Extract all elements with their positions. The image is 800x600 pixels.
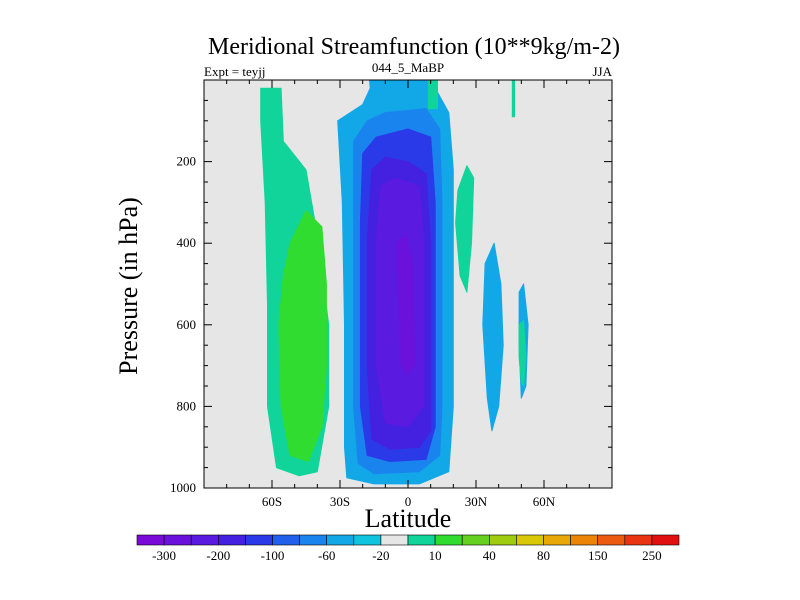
colorbar-label: 150 [588, 548, 608, 563]
contour-regions [260, 79, 529, 485]
chart-title: Meridional Streamfunction (10**9kg/m-2) [208, 34, 620, 60]
y-tick-label: 1000 [170, 480, 196, 495]
axis-ticks [204, 80, 612, 489]
colorbar-swatch [461, 534, 490, 546]
x-tick-label: 60N [533, 494, 556, 509]
colorbar-labels: -300 -200 -100 -60 -20 10 40 80 150 250 [152, 548, 661, 563]
colorbar-swatch [245, 534, 273, 546]
colorbar-label: 40 [483, 548, 496, 563]
colorbar-label: 250 [642, 548, 662, 563]
y-tick-label: 800 [177, 398, 197, 413]
x-tick-label: 30N [465, 494, 488, 509]
colorbar-swatch [570, 534, 598, 546]
colorbar-swatch [488, 534, 517, 546]
colorbar-swatch [597, 534, 626, 546]
colorbar-swatch [136, 534, 165, 546]
colorbar-swatch [434, 534, 463, 546]
colorbar-swatch [326, 534, 355, 546]
y-tick-label: 400 [177, 235, 197, 250]
colorbar [136, 534, 680, 546]
contour-nh-mid-lobe [482, 242, 504, 432]
colorbar-swatch [299, 534, 328, 546]
colorbar-swatch [651, 534, 680, 546]
experiment-label: Expt = teyjj [204, 64, 266, 79]
colorbar-swatch [624, 534, 653, 546]
colorbar-label: 80 [537, 548, 550, 563]
colorbar-swatch [218, 534, 246, 546]
colorbar-swatch [272, 534, 300, 546]
y-tick-label: 200 [177, 154, 197, 169]
contour-nh-right-green [518, 320, 527, 387]
colorbar-label: 10 [429, 548, 442, 563]
colorbar-label: -100 [261, 548, 285, 563]
season-label: JJA [592, 64, 612, 79]
colorbar-swatch [543, 534, 571, 546]
x-tick-label: 60S [262, 494, 282, 509]
x-tick-label: 30S [330, 494, 350, 509]
contour-nh-top-sliver [511, 79, 515, 118]
axis-tick-labels: 60S 30S 0 30N 60N 200 400 600 800 1000 [170, 154, 556, 509]
colorbar-swatch [380, 534, 409, 546]
colorbar-swatch [516, 534, 544, 546]
y-tick-label: 600 [177, 317, 197, 332]
contour-nh-upper-left-lobe [455, 165, 475, 293]
colorbar-swatch [353, 534, 382, 546]
colorbar-label: -20 [372, 548, 389, 563]
colorbar-label: -60 [318, 548, 335, 563]
x-tick-label: 0 [405, 494, 412, 509]
colorbar-label: -300 [152, 548, 176, 563]
x-axis-label: Latitude [365, 504, 452, 533]
colorbar-swatch [407, 534, 436, 546]
contour-sh-inner-cell [278, 210, 327, 462]
colorbar-label: -200 [206, 548, 230, 563]
colorbar-swatch [163, 534, 192, 546]
run-label: 044_5_MaBP [372, 60, 444, 75]
colorbar-swatch [190, 534, 219, 546]
contour-nh-top-green [427, 79, 438, 110]
contour-hadley-cell-core [396, 234, 416, 375]
y-axis-label: Pressure (in hPa) [114, 197, 143, 375]
